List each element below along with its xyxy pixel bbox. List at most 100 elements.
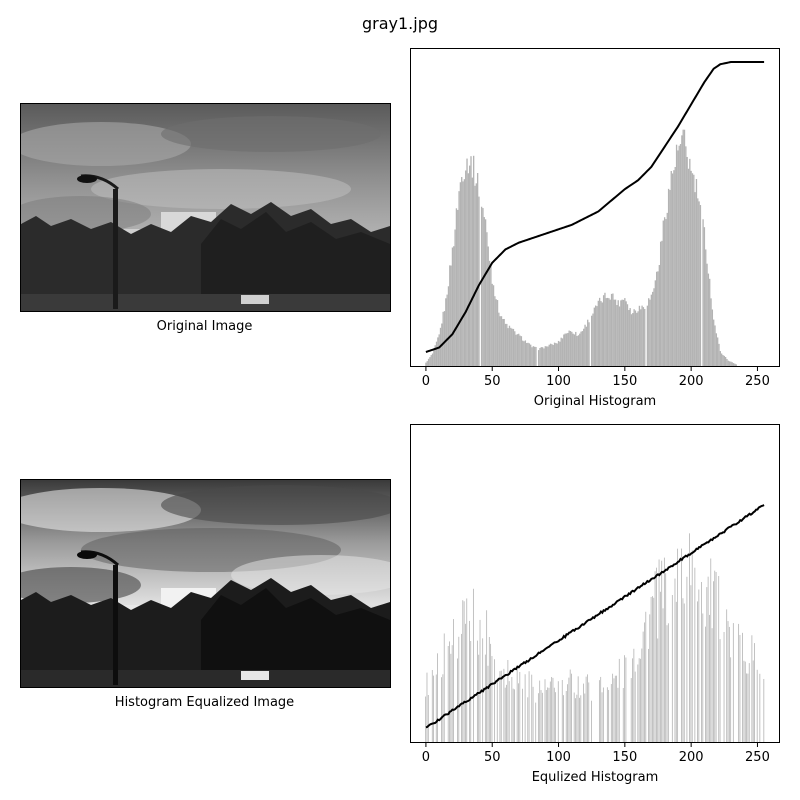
histogram-bar (705, 249, 707, 367)
equalized-image (20, 479, 391, 688)
histogram-bar (442, 311, 444, 367)
histogram-bar (463, 179, 466, 367)
histogram-bar (545, 346, 548, 367)
histogram-bar (628, 310, 630, 367)
histogram-bar (556, 343, 558, 367)
histogram-bar (480, 206, 483, 367)
histogram-bar (491, 283, 493, 367)
histogram-bar (624, 298, 626, 367)
histogram-bar (487, 246, 489, 367)
histogram-bar (681, 135, 683, 367)
x-tick-label: 0 (422, 374, 430, 389)
histogram-bar (429, 357, 431, 367)
histogram-bar (426, 361, 428, 367)
histogram-bar (571, 331, 573, 367)
original-image-graphic (21, 104, 390, 311)
histogram-bar (496, 300, 499, 367)
histogram-bar (543, 348, 545, 367)
histogram-bar (734, 363, 736, 367)
histogram-bar (617, 300, 619, 367)
histogram-bar (695, 179, 698, 367)
histogram-bar (453, 246, 455, 367)
histogram-bar (553, 342, 556, 367)
histogram-bar (717, 337, 719, 367)
histogram-bar (621, 299, 623, 367)
histogram-bar (640, 309, 642, 367)
histogram-bar (713, 319, 715, 367)
histogram-bar (661, 240, 663, 367)
histogram-bar (437, 337, 439, 367)
histogram-bar (466, 158, 468, 367)
histogram-bar (718, 343, 720, 367)
histogram-bar (450, 265, 452, 367)
histogram-bar (560, 337, 562, 367)
histogram-bar (662, 220, 664, 367)
histogram-bar (710, 298, 712, 367)
histogram-bar (555, 343, 557, 367)
histogram-bar (722, 355, 724, 367)
histogram-bar (510, 327, 512, 367)
histogram-bar (730, 361, 732, 367)
histogram-bar (605, 298, 607, 367)
histogram-bar (690, 170, 692, 367)
histogram-bar (707, 273, 710, 367)
histogram-bar (610, 293, 613, 367)
histogram-bar (584, 324, 586, 367)
histogram-bar (557, 340, 560, 367)
histogram-bar (537, 350, 540, 367)
histogram-bar (492, 285, 495, 367)
histogram-bar (478, 196, 480, 367)
histogram-bar (465, 170, 467, 367)
histogram-bar (523, 341, 525, 367)
histogram-bar (706, 263, 708, 367)
histogram-bar (573, 334, 576, 367)
histogram-bar (720, 353, 723, 367)
histogram-bar (650, 294, 653, 367)
histogram-bar (461, 177, 463, 367)
histogram-bar (431, 353, 434, 367)
histogram-bar (499, 316, 501, 367)
histogram-bar (518, 333, 520, 367)
histogram-bar (715, 333, 718, 367)
histogram-bar (508, 325, 511, 367)
histogram-bar (636, 312, 638, 367)
histogram-bar (726, 358, 728, 367)
histogram-bar (663, 217, 666, 367)
histogram-bar (575, 331, 577, 367)
histogram-bar (475, 183, 477, 367)
histogram-bar (576, 335, 578, 367)
histogram-bars (425, 129, 737, 367)
histogram-bar (653, 288, 655, 367)
histogram-bar (515, 334, 517, 367)
histogram-bar (618, 306, 621, 367)
histogram-bar (593, 307, 595, 367)
histogram-bar (657, 271, 659, 367)
histogram-bar (638, 305, 641, 367)
x-tick-label: 100 (546, 374, 571, 389)
equalized-image-caption: Histogram Equalized Image (114, 695, 295, 710)
histogram-bar (564, 333, 566, 367)
histogram-bar (665, 219, 667, 367)
histogram-bar (534, 346, 536, 367)
histogram-bar (449, 265, 451, 367)
original-image (20, 103, 391, 312)
histogram-bar (483, 217, 485, 367)
histogram-bar (613, 299, 615, 367)
histogram-bar (682, 129, 684, 367)
histogram-bar (504, 323, 507, 367)
histogram-bar (630, 314, 633, 367)
histogram-bar (565, 333, 568, 367)
histogram-bar (728, 361, 731, 367)
histogram-bar (541, 347, 544, 367)
x-tick-label: 150 (612, 374, 637, 389)
histogram-bar (577, 335, 580, 367)
histogram-bar (677, 150, 679, 367)
histogram-bar (679, 144, 682, 367)
histogram-bar (689, 158, 691, 367)
histogram-bar (591, 315, 593, 367)
histogram-bar (641, 305, 643, 367)
histogram-bar (724, 357, 727, 367)
histogram-bar (683, 129, 686, 367)
histogram-bar (642, 307, 645, 367)
